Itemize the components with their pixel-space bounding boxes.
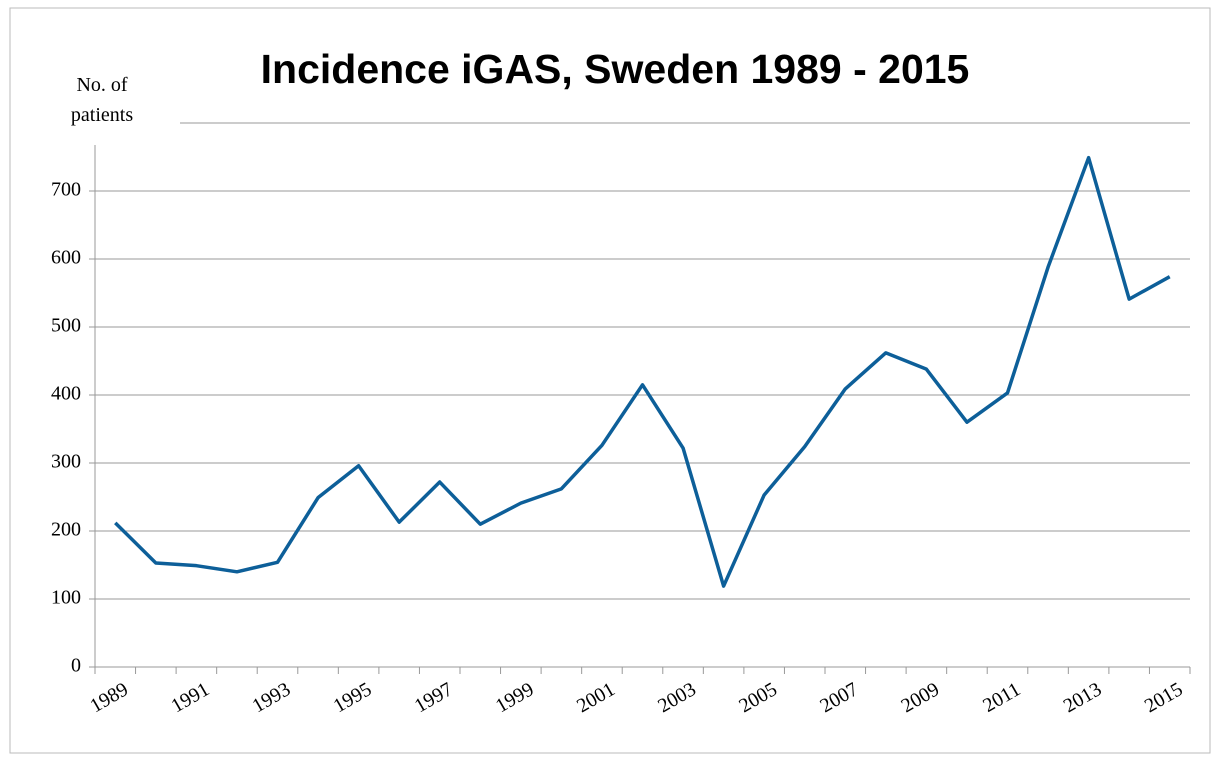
y-tick-label: 200 xyxy=(51,519,81,541)
x-tick-label: 2001 xyxy=(573,678,619,717)
x-tick-label: 2015 xyxy=(1141,678,1187,717)
y-tick-label: 300 xyxy=(51,451,81,473)
x-tick-label: 2005 xyxy=(735,678,781,717)
x-tick-label: 2003 xyxy=(654,678,700,717)
y-tick-label: 0 xyxy=(71,655,81,677)
x-tick-label: 2011 xyxy=(979,678,1024,717)
y-axis-label: No. of patients xyxy=(70,74,134,126)
x-tick-label: 2007 xyxy=(816,678,862,717)
x-tick-label: 1993 xyxy=(249,678,295,717)
data-line xyxy=(114,155,1171,588)
y-tick-label: 600 xyxy=(51,247,81,269)
x-tick-label: 1999 xyxy=(492,678,538,717)
y-tick-label: 700 xyxy=(51,179,81,201)
x-tick-label: 1997 xyxy=(411,678,457,717)
y-tick-label: 400 xyxy=(51,383,81,405)
x-tick-label: 1995 xyxy=(330,678,376,717)
x-tick-label: 1991 xyxy=(168,678,214,717)
chart-title: Incidence iGAS, Sweden 1989 - 2015 xyxy=(261,46,970,92)
y-tick-label: 500 xyxy=(51,315,81,337)
x-tick-label: 2013 xyxy=(1060,678,1106,717)
y-tick-label: 100 xyxy=(51,587,81,609)
x-tick-label: 1989 xyxy=(86,678,132,717)
frame xyxy=(9,7,1211,754)
x-tick-label: 2009 xyxy=(898,678,944,717)
